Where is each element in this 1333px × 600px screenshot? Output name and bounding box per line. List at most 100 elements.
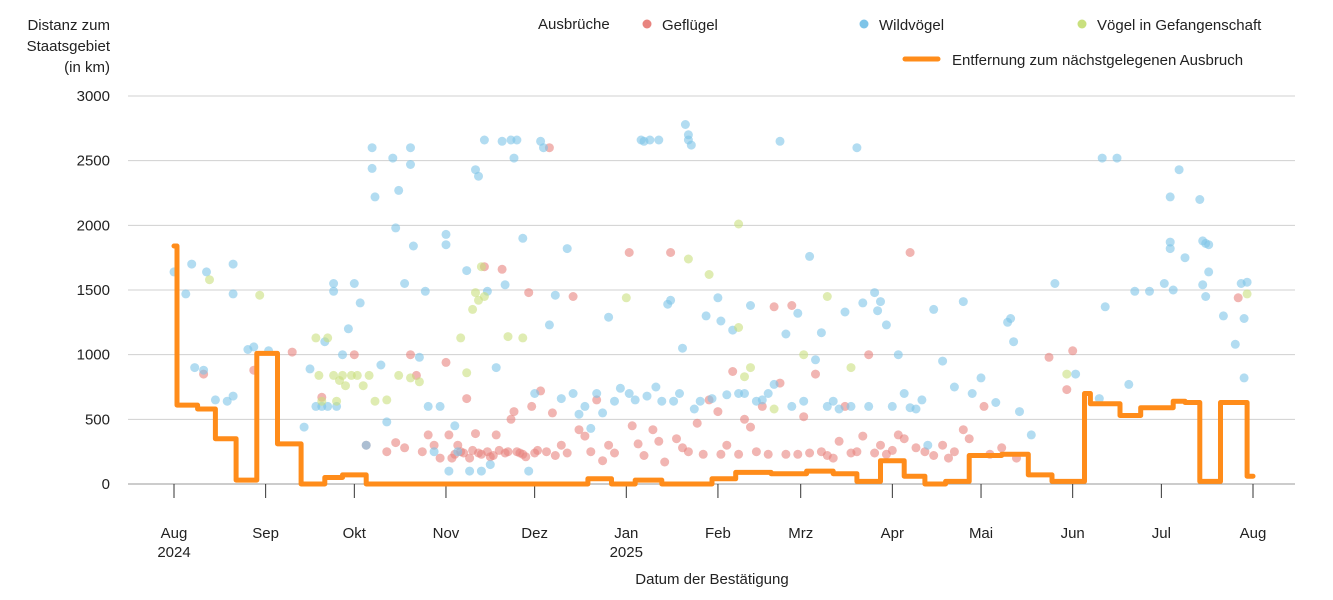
scatter-point-series-1: [382, 417, 392, 427]
scatter-point-series-1: [539, 143, 548, 153]
scatter-point-series-2: [352, 370, 362, 380]
scatter-point-series-2: [205, 275, 214, 285]
scatter-point-series-0: [491, 430, 501, 440]
scatter-point-series-2: [358, 381, 368, 391]
scatter-point-series-0: [527, 401, 537, 411]
scatter-point-series-1: [864, 401, 874, 411]
scatter-point-series-0: [592, 395, 602, 405]
scatter-point-series-0: [905, 248, 915, 257]
y-tick-label: 2000: [77, 217, 110, 234]
scatter-point-series-1: [228, 259, 238, 269]
scatter-point-series-1: [701, 311, 711, 321]
scatter-point-series-0: [660, 457, 670, 467]
scatter-point-series-1: [450, 421, 460, 431]
scatter-point-series-0: [666, 248, 676, 257]
scatter-point-series-1: [598, 408, 608, 418]
scatter-point-series-1: [1026, 430, 1036, 440]
step-line-layer: [171, 243, 1256, 487]
scatter-point-series-1: [811, 355, 820, 365]
scatter-point-series-1: [1242, 277, 1252, 287]
scatter-point-series-1: [323, 401, 333, 411]
scatter-point-series-1: [876, 297, 885, 307]
scatter-point-series-1: [524, 466, 534, 476]
scatter-point-series-0: [811, 369, 820, 379]
scatter-point-series-1: [654, 135, 664, 145]
scatter-point-series-1: [816, 328, 826, 338]
legend-marker-wildvogel: [859, 19, 869, 29]
scatter-point-series-2: [456, 333, 466, 343]
scatter-point-series-1: [630, 395, 640, 405]
scatter-point-series-1: [586, 423, 596, 433]
x-tick-label: Dez: [521, 525, 548, 542]
scatter-point-series-2: [332, 396, 342, 406]
scatter-point-series-1: [187, 259, 197, 269]
scatter-point-series-0: [586, 447, 596, 457]
scatter-point-series-1: [775, 136, 785, 146]
scatter-point-series-0: [391, 438, 401, 448]
scatter-point-series-1: [497, 136, 507, 146]
x-tick-label: Mai: [969, 525, 993, 542]
scatter-point-series-1: [367, 143, 377, 153]
scatter-point-series-1: [657, 396, 667, 406]
scatter-point-series-1: [615, 383, 625, 393]
scatter-point-series-2: [740, 372, 749, 382]
scatter-point-series-1: [686, 140, 696, 150]
scatter-point-series-1: [716, 316, 726, 326]
scatter-point-series-2: [476, 262, 486, 272]
scatter-point-series-1: [355, 298, 365, 308]
scatter-point-series-2: [370, 396, 380, 406]
scatter-point-series-1: [870, 288, 880, 298]
scatter-point-series-1: [329, 279, 339, 288]
scatter-point-series-1: [642, 391, 652, 401]
scatter-point-series-0: [852, 447, 862, 457]
scatter-point-series-0: [722, 440, 732, 450]
scatter-point-series-1: [746, 301, 755, 310]
scatter-point-series-2: [317, 396, 327, 406]
scatter-point-series-1: [202, 267, 211, 277]
legend-label-geflugel: Geflügel: [662, 17, 718, 34]
legend-label-gefangenschaft: Vögel in Gefangenschaft: [1097, 17, 1262, 34]
legend-label-wildvogel: Wildvögel: [879, 17, 944, 34]
scatter-point-series-1: [190, 363, 200, 373]
scatter-point-series-0: [944, 453, 953, 463]
scatter-point-series-1: [1239, 373, 1249, 383]
scatter-point-series-2: [468, 304, 478, 314]
scatter-point-series-1: [343, 324, 353, 334]
scatter-point-series-0: [524, 288, 534, 298]
scatter-point-series-1: [479, 135, 489, 145]
scatter-point-series-1: [1009, 337, 1019, 347]
scatter-point-series-1: [675, 389, 684, 398]
scatter-point-series-0: [441, 357, 451, 367]
scatter-point-series-0: [787, 301, 797, 310]
scatter-point-series-0: [958, 425, 968, 435]
scatter-point-series-0: [462, 394, 472, 404]
scatter-point-series-1: [645, 135, 655, 145]
scatter-point-series-1: [1006, 314, 1016, 323]
scatter-point-series-1: [1180, 253, 1190, 263]
scatter-point-series-1: [1230, 339, 1240, 349]
scatter-point-series-0: [728, 367, 738, 376]
scatter-point-series-0: [858, 431, 868, 441]
scatter-point-series-0: [598, 456, 608, 466]
scatter-point-series-1: [338, 350, 347, 360]
x-tick-label: Jun: [1061, 525, 1085, 542]
x-tick-label: Apr: [881, 525, 904, 542]
scatter-point-series-0: [929, 451, 939, 460]
scatter-point-series-0: [406, 350, 415, 360]
scatter-point-series-0: [547, 408, 557, 418]
scatter-point-series-0: [949, 447, 959, 457]
scatter-point-series-0: [692, 418, 702, 428]
scatter-point-series-1: [967, 389, 977, 398]
scatter-point-series-0: [757, 401, 767, 411]
scatter-point-series-0: [435, 453, 445, 463]
scatter-point-series-1: [799, 396, 809, 406]
scatter-point-series-1: [562, 244, 572, 254]
scatter-point-series-2: [364, 370, 374, 380]
x-axis-label: Datum der Bestätigung: [635, 571, 788, 588]
y-tick-label: 500: [85, 411, 110, 428]
scatter-point-series-0: [550, 451, 560, 460]
scatter-point-series-1: [1204, 267, 1214, 277]
scatter-point-series-0: [488, 451, 498, 460]
scatter-point-series-0: [887, 445, 897, 455]
